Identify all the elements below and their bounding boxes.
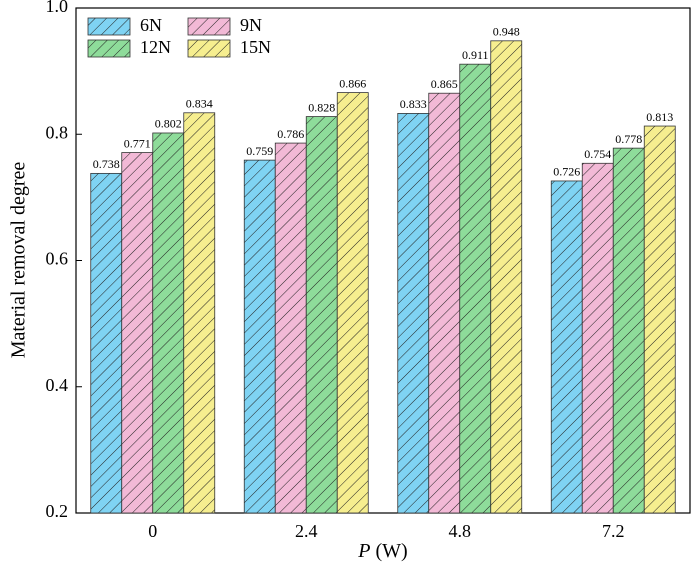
bar-hatch [397, 113, 430, 514]
y-tick-label: 1.0 [46, 0, 69, 16]
bar-hatch [336, 92, 369, 514]
bar-hatch [428, 92, 461, 514]
value-label: 0.778 [615, 132, 642, 146]
value-label: 0.828 [308, 100, 335, 114]
bar-hatch [90, 172, 123, 514]
value-label: 0.786 [277, 127, 304, 141]
legend-hatch [187, 17, 231, 36]
bar-hatch [459, 63, 492, 514]
x-label-var: P [357, 540, 370, 562]
y-tick-label: 0.6 [46, 249, 69, 269]
legend-hatch [87, 17, 131, 36]
bar-hatch [550, 180, 583, 514]
legend-hatch [87, 39, 131, 58]
bar-hatch [490, 40, 523, 514]
x-tick-label: 0 [148, 521, 157, 541]
legend-label: 9N [240, 15, 262, 35]
value-label: 0.865 [431, 77, 458, 91]
value-label: 0.726 [553, 165, 580, 179]
value-label: 0.771 [124, 136, 151, 150]
y-tick-label: 0.4 [46, 375, 69, 395]
legend-label: 6N [140, 15, 162, 35]
value-label: 0.948 [493, 25, 520, 39]
x-tick-label: 7.2 [602, 521, 625, 541]
legend-hatch [187, 39, 231, 58]
value-label: 0.834 [186, 97, 213, 111]
bar-hatch [305, 116, 338, 514]
y-tick-label: 0.8 [46, 122, 69, 142]
legend-label: 12N [140, 37, 171, 57]
x-tick-label: 2.4 [295, 521, 318, 541]
x-label-unit: (W) [376, 540, 408, 562]
bar-hatch [243, 159, 276, 514]
bar-hatch [612, 147, 645, 514]
bar-hatch [183, 112, 216, 514]
value-label: 0.911 [462, 48, 489, 62]
bar-hatch [643, 125, 676, 514]
bar-hatch [581, 162, 614, 514]
value-label: 0.738 [93, 157, 120, 171]
bar-hatch [121, 152, 154, 514]
legend-label: 15N [240, 37, 271, 57]
x-axis-label: P (W) [357, 540, 407, 562]
value-label: 0.759 [246, 144, 273, 158]
y-axis-label: Material removal degree [8, 162, 30, 359]
value-label: 0.833 [400, 97, 427, 111]
y-tick-label: 0.2 [46, 501, 69, 521]
value-label: 0.754 [584, 147, 611, 161]
value-label: 0.866 [339, 76, 366, 90]
bar-hatch [274, 142, 307, 514]
bar-hatch [152, 132, 185, 514]
value-label: 0.813 [646, 110, 673, 124]
x-tick-label: 4.8 [449, 521, 472, 541]
value-label: 0.802 [155, 117, 182, 131]
